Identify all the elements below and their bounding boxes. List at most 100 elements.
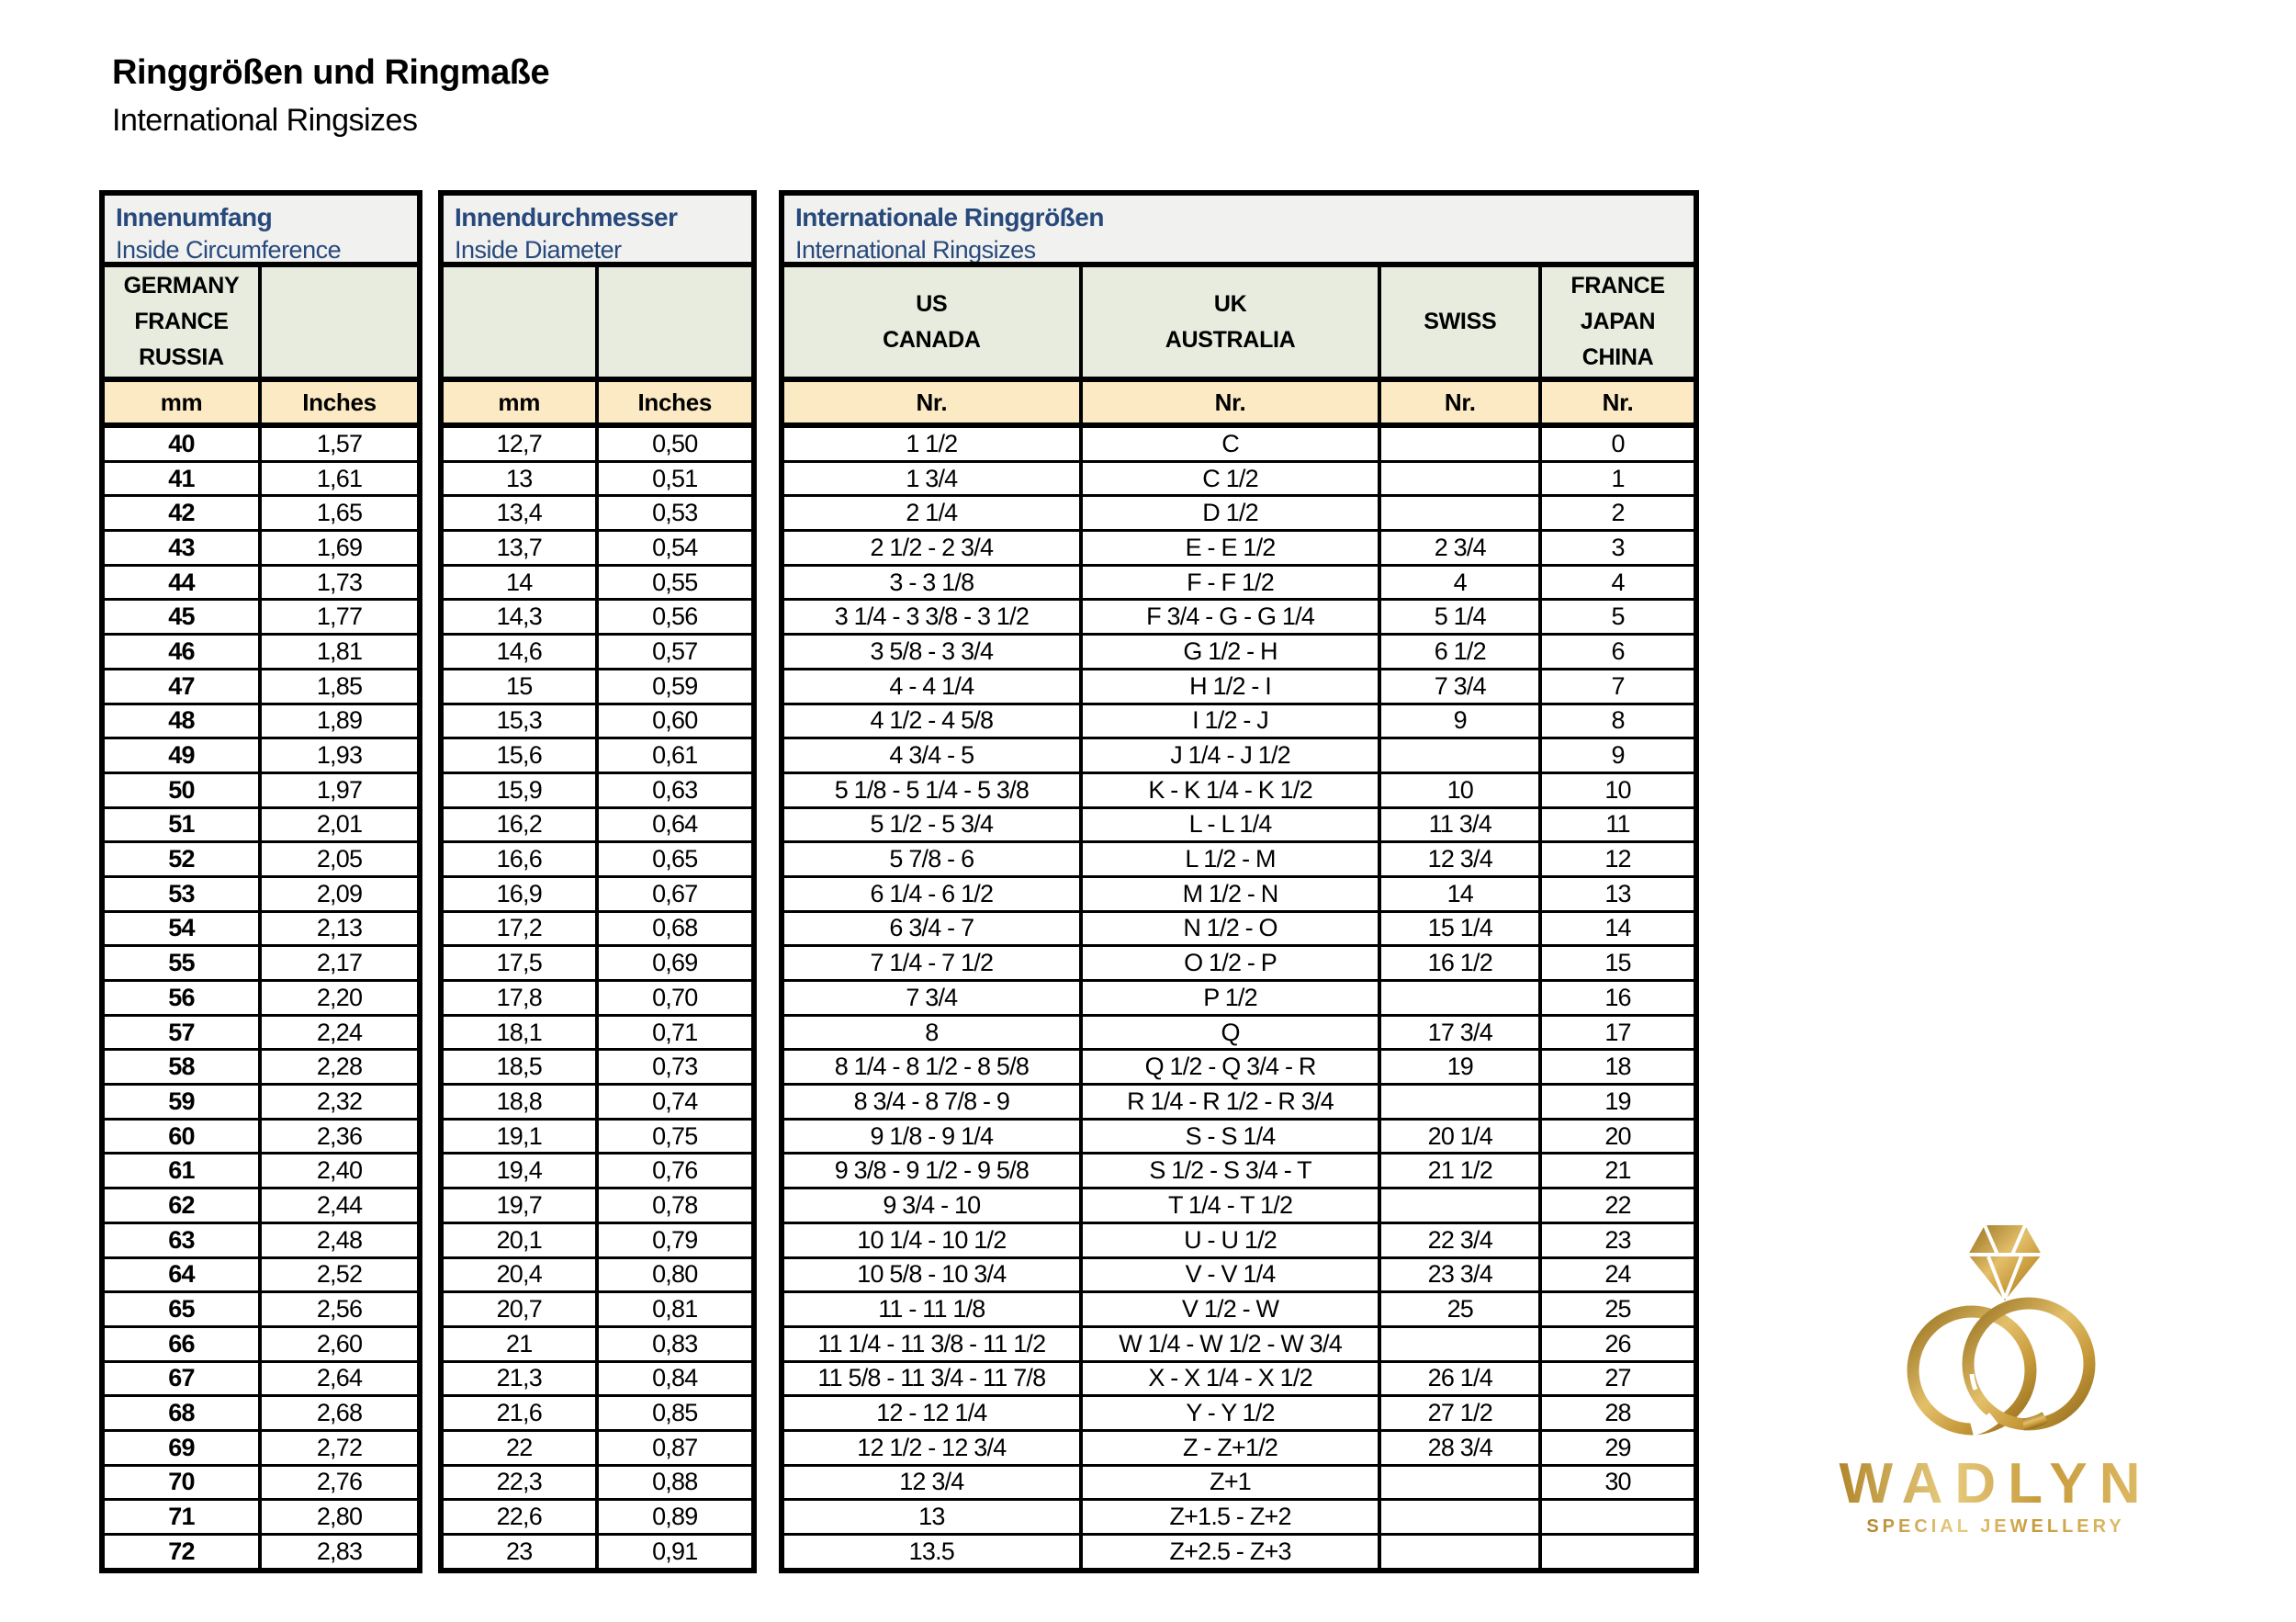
- table-cell: 3 - 3 1/8: [784, 566, 1083, 602]
- table-cell: 71: [105, 1501, 263, 1536]
- table-cell: 17,2: [444, 912, 599, 948]
- table-cell: X - X 1/4 - X 1/2: [1082, 1362, 1382, 1398]
- table-cell: 18: [1542, 1051, 1694, 1087]
- table-cell: 1,73: [262, 567, 417, 602]
- column-group-header: [598, 267, 751, 382]
- table-cell: V - V 1/4: [1082, 1258, 1382, 1294]
- table-cell: 0,83: [598, 1328, 751, 1363]
- column-unit-header: mm: [105, 382, 263, 428]
- table-cell: 68: [105, 1397, 263, 1432]
- table-cell: L 1/2 - M: [1082, 843, 1382, 878]
- table-cell: 16,9: [444, 877, 599, 913]
- table-cell: 21 1/2: [1381, 1155, 1543, 1190]
- table-cell: 44: [105, 566, 263, 602]
- table-cell: U - U 1/2: [1082, 1223, 1382, 1259]
- table-cell: 25: [1542, 1293, 1694, 1328]
- column-group-header: [444, 267, 599, 382]
- wadlyn-logo-graphic: WADLYN SPECIAL JEWELLERY: [1834, 1224, 2157, 1537]
- table-cell: 13: [444, 462, 599, 498]
- table-cell: [1542, 1501, 1694, 1536]
- table-cell: 2 1/2 - 2 3/4: [784, 532, 1083, 567]
- table-cell: 55: [105, 947, 263, 982]
- table-cell: 13: [1542, 878, 1694, 913]
- table-cell: 19,1: [444, 1120, 599, 1155]
- table-cell: 0,51: [598, 463, 751, 498]
- table-cell: 20,7: [444, 1293, 599, 1328]
- table-cell: 18,5: [444, 1051, 599, 1087]
- table-cell: 3: [1542, 532, 1694, 567]
- table-cell: 2,01: [262, 809, 417, 844]
- table-cell: R 1/4 - R 1/2 - R 3/4: [1082, 1086, 1382, 1121]
- table-cell: 15 1/4: [1381, 912, 1543, 948]
- table-cell: 0,68: [598, 913, 751, 948]
- table-cell: 2,40: [262, 1155, 417, 1190]
- table-cell: 16: [1542, 982, 1694, 1017]
- table-cell: 2,17: [262, 947, 417, 982]
- table-cell: 7: [1542, 670, 1694, 705]
- table-cell: S - S 1/4: [1082, 1120, 1382, 1155]
- table-cell: 0,53: [598, 497, 751, 533]
- table-title-de: Innendurchmesser: [455, 203, 678, 231]
- table-cell: 29: [1542, 1432, 1694, 1467]
- table-cell: [1381, 1501, 1543, 1536]
- table-cell: 70: [105, 1466, 263, 1502]
- table-cell: 12 3/4: [784, 1466, 1083, 1502]
- table-cell: 7 3/4: [784, 982, 1083, 1017]
- table-cell: 0,84: [598, 1363, 751, 1398]
- table-cell: 67: [105, 1362, 263, 1398]
- table-cell: 12 3/4: [1381, 843, 1543, 878]
- table-cell: 5 1/2 - 5 3/4: [784, 808, 1083, 844]
- table-cell: 0,70: [598, 982, 751, 1017]
- table-cell: 72: [105, 1536, 263, 1568]
- table-cell: 61: [105, 1155, 263, 1190]
- table-cell: 0,79: [598, 1224, 751, 1259]
- table-cell: 0,87: [598, 1432, 751, 1467]
- table-cell: 0,75: [598, 1121, 751, 1155]
- table-cell: 18,8: [444, 1086, 599, 1121]
- table-cell: Z+2.5 - Z+3: [1083, 1536, 1382, 1568]
- table-cell: 1,69: [262, 532, 417, 567]
- table-cell: 6 3/4 - 7: [784, 912, 1083, 948]
- table-cell: [1381, 739, 1543, 774]
- table-cell: 4: [1381, 566, 1543, 602]
- table-cell: 0,78: [598, 1189, 751, 1224]
- table-cell: 0,61: [598, 739, 751, 774]
- table-cell: 2,60: [262, 1328, 417, 1363]
- page-subtitle: International Ringsizes: [112, 103, 418, 138]
- table-cell: 2,48: [262, 1224, 417, 1259]
- table-cell: 49: [105, 739, 263, 774]
- table-cell: 26: [1542, 1328, 1694, 1363]
- table-cell: E - E 1/2: [1082, 532, 1382, 567]
- table-cell: 13,7: [444, 532, 599, 567]
- table-cell: 15,9: [444, 773, 599, 809]
- table-title-de: Internationale Ringgrößen: [795, 203, 1104, 231]
- table-cell: 0,54: [598, 532, 751, 567]
- table-body: mm Inches 12,7 0,50 13 0,51 13,4 0,53 13,7 0,54 14…: [444, 267, 751, 1568]
- table-cell: 17,5: [444, 947, 599, 982]
- table-cell: 11 - 11 1/8: [784, 1293, 1083, 1328]
- table-cell: 0,55: [598, 567, 751, 602]
- table-cell: 64: [105, 1258, 263, 1294]
- table-cell: 30: [1542, 1467, 1694, 1502]
- table-cell: 0,73: [598, 1051, 751, 1087]
- table-cell: 14,6: [444, 636, 599, 670]
- table-cell: 1,81: [262, 636, 417, 670]
- table-cell: 21: [444, 1327, 599, 1363]
- table-cell: L - L 1/4: [1082, 808, 1382, 844]
- table-cell: [1381, 462, 1543, 498]
- column-unit-header: Nr.: [1542, 382, 1694, 428]
- table-cell: 15: [1542, 947, 1694, 982]
- table-cell: 12: [1542, 843, 1694, 878]
- table-cell: 2,32: [262, 1086, 417, 1121]
- table-cell: 9: [1542, 739, 1694, 774]
- table-body: US CANADA UK AUSTRALIA SWISS FRANCE JAPAN C…: [784, 267, 1694, 1568]
- table-cell: 47: [105, 670, 263, 705]
- table-cell: 41: [105, 462, 263, 498]
- table-cell: 1: [1542, 463, 1694, 498]
- table-cell: 14: [1542, 913, 1694, 948]
- table-cell: 51: [105, 808, 263, 844]
- table-cell: 10 5/8 - 10 3/4: [784, 1258, 1083, 1294]
- table-cell: 12 - 12 1/4: [784, 1397, 1083, 1432]
- table-cell: W 1/4 - W 1/2 - W 3/4: [1082, 1327, 1382, 1363]
